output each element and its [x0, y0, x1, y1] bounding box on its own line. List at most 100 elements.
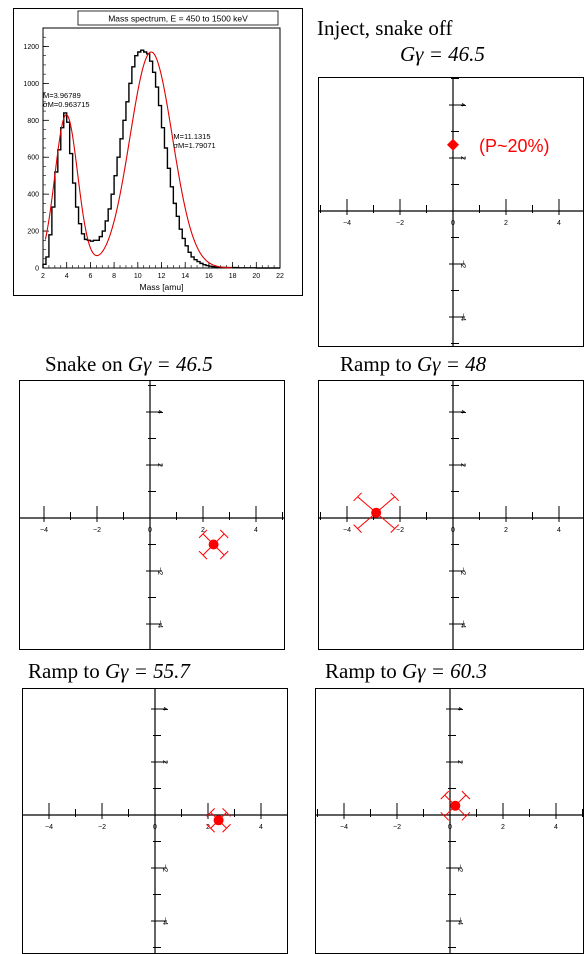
polarization-plot-ramp-48: −4 −2 0 2 4 −4 −2 2 4 — [318, 380, 584, 650]
data-point — [213, 815, 224, 826]
x-tick-label: −2 — [396, 220, 404, 227]
panel-frame — [318, 380, 584, 650]
panel-title-text: Ramp to — [340, 352, 412, 376]
x-tick-label: 2 — [501, 824, 505, 831]
data-point — [450, 800, 461, 811]
x-tick-label: 14 — [181, 273, 189, 280]
x-tick-label: 12 — [158, 273, 166, 280]
y-tick-label: 200 — [27, 229, 39, 236]
x-tick-label: 0 — [448, 824, 452, 831]
x-tick-label: 6 — [88, 273, 92, 280]
histogram-series — [42, 49, 280, 269]
error-bar-cap — [390, 492, 400, 502]
peak2-sigma-label: σM=1.79071 — [173, 141, 215, 150]
panel-title-inject: Inject, snake off — [317, 18, 452, 39]
panel-title-math: Gγ = 46.5 — [400, 42, 485, 66]
y-tick-label: 2 — [156, 463, 163, 467]
x-tick-label: 2 — [41, 273, 45, 280]
error-bar-cap — [206, 807, 216, 817]
y-tick-label: 2 — [459, 463, 466, 467]
panel-title-ramp-603: Ramp to Gγ = 60.3 — [325, 661, 487, 682]
x-tick-label: 2 — [206, 824, 210, 831]
x-tick-label: 18 — [229, 273, 237, 280]
y-tick-label: −2 — [156, 567, 163, 575]
x-tick-label: 4 — [259, 824, 263, 831]
y-tick-label: 4 — [161, 707, 168, 711]
data-point — [208, 539, 219, 550]
y-tick-label: −4 — [156, 620, 163, 628]
x-tick-label: 4 — [254, 527, 258, 534]
chart-title: Mass spectrum, E = 450 to 1500 keV — [108, 14, 248, 24]
panel-frame — [19, 380, 285, 650]
error-bar-cap — [222, 823, 231, 833]
x-tick-label: 4 — [557, 527, 561, 534]
x-tick-label: −2 — [393, 824, 401, 831]
error-bar-cap — [440, 811, 450, 821]
title-box — [77, 10, 279, 26]
error-bar-cap — [461, 811, 471, 821]
error-bar-cap — [353, 524, 362, 533]
x-tick-label: 2 — [504, 527, 508, 534]
mass-spectrum-chart: Mass spectrum, E = 450 to 1500 keV Mass [… — [13, 8, 303, 296]
x-tick-label: 4 — [557, 220, 561, 227]
y-tick-label: 800 — [27, 118, 39, 125]
x-tick-label: 0 — [153, 824, 157, 831]
y-tick-label: 4 — [459, 103, 466, 107]
panel-title-ramp-557: Ramp to Gγ = 55.7 — [28, 661, 190, 682]
x-tick-label: −4 — [343, 527, 351, 534]
x-tick-label: 4 — [65, 273, 69, 280]
y-tick-label: 4 — [459, 410, 466, 414]
x-tick-label: 0 — [148, 527, 152, 534]
error-bar-cap — [219, 529, 229, 539]
polarization-plot-inject: −4 −2 0 2 4 −4 −2 2 4 (P~20%) — [318, 77, 584, 347]
y-tick-label: 1200 — [23, 44, 39, 51]
polarization-plot-ramp-557: −4 −2 0 2 4 −4 −2 2 4 — [22, 688, 288, 954]
error-bar-cap — [440, 790, 450, 800]
polarization-plot-snake-on: −4 −2 0 2 4 −4 −2 2 4 — [19, 380, 285, 650]
y-tick-label: 2 — [459, 156, 466, 160]
fit-curve — [44, 51, 233, 269]
error-bar-cap — [198, 529, 208, 539]
y-tick-label: −4 — [459, 620, 466, 628]
y-tick-label: 4 — [156, 410, 163, 414]
error-bar-cap — [390, 524, 400, 533]
error-bar-cap — [219, 550, 229, 560]
x-tick-label: −4 — [45, 824, 53, 831]
y-tick-label: −2 — [459, 260, 466, 268]
error-bar-cap — [461, 790, 471, 800]
y-tick-label: −4 — [456, 917, 463, 925]
y-tick-label: 4 — [456, 707, 463, 711]
panel-title-ramp-48: Ramp to Gγ = 48 — [340, 354, 486, 375]
y-tick-label: 400 — [27, 192, 39, 199]
panel-title-math: Gγ = 48 — [417, 352, 487, 376]
peak1-mean-label: M=3.96789 — [43, 91, 81, 100]
x-tick-label: 0 — [451, 220, 455, 227]
y-tick-label: 600 — [27, 155, 39, 162]
x-tick-label: 20 — [252, 273, 260, 280]
x-tick-label: 2 — [201, 527, 205, 534]
x-tick-label: −4 — [40, 527, 48, 534]
panel-title-math: Gγ = 46.5 — [127, 352, 213, 376]
panel-title-inject-math: Gγ = 46.5 — [400, 44, 485, 65]
x-tick-label: −2 — [396, 527, 404, 534]
error-bar-cap — [222, 807, 231, 817]
x-tick-label: 4 — [554, 824, 558, 831]
x-tick-label: 0 — [451, 527, 455, 534]
y-tick-label: −2 — [459, 567, 466, 575]
y-tick-label: 2 — [456, 760, 463, 764]
panel-title-math: Gγ = 55.7 — [105, 659, 190, 683]
peak2-mean-label: M=11.1315 — [173, 132, 210, 141]
x-tick-label: 8 — [112, 273, 116, 280]
chart-frame — [13, 8, 303, 296]
panel-title-snake-on: Snake on Gγ = 46.5 — [45, 354, 213, 375]
x-tick-label: −4 — [340, 824, 348, 831]
y-tick-label: 0 — [35, 266, 39, 273]
panel-title-text: Snake on — [45, 352, 123, 376]
panel-title-math: Gγ = 60.3 — [402, 659, 487, 683]
x-tick-label: −2 — [93, 527, 101, 534]
x-tick-label: 10 — [134, 273, 142, 280]
panel-title-text: Ramp to — [28, 659, 100, 683]
polarization-annotation: (P~20%) — [479, 136, 550, 156]
y-tick-label: −2 — [161, 864, 168, 872]
y-tick-label: −4 — [161, 917, 168, 925]
